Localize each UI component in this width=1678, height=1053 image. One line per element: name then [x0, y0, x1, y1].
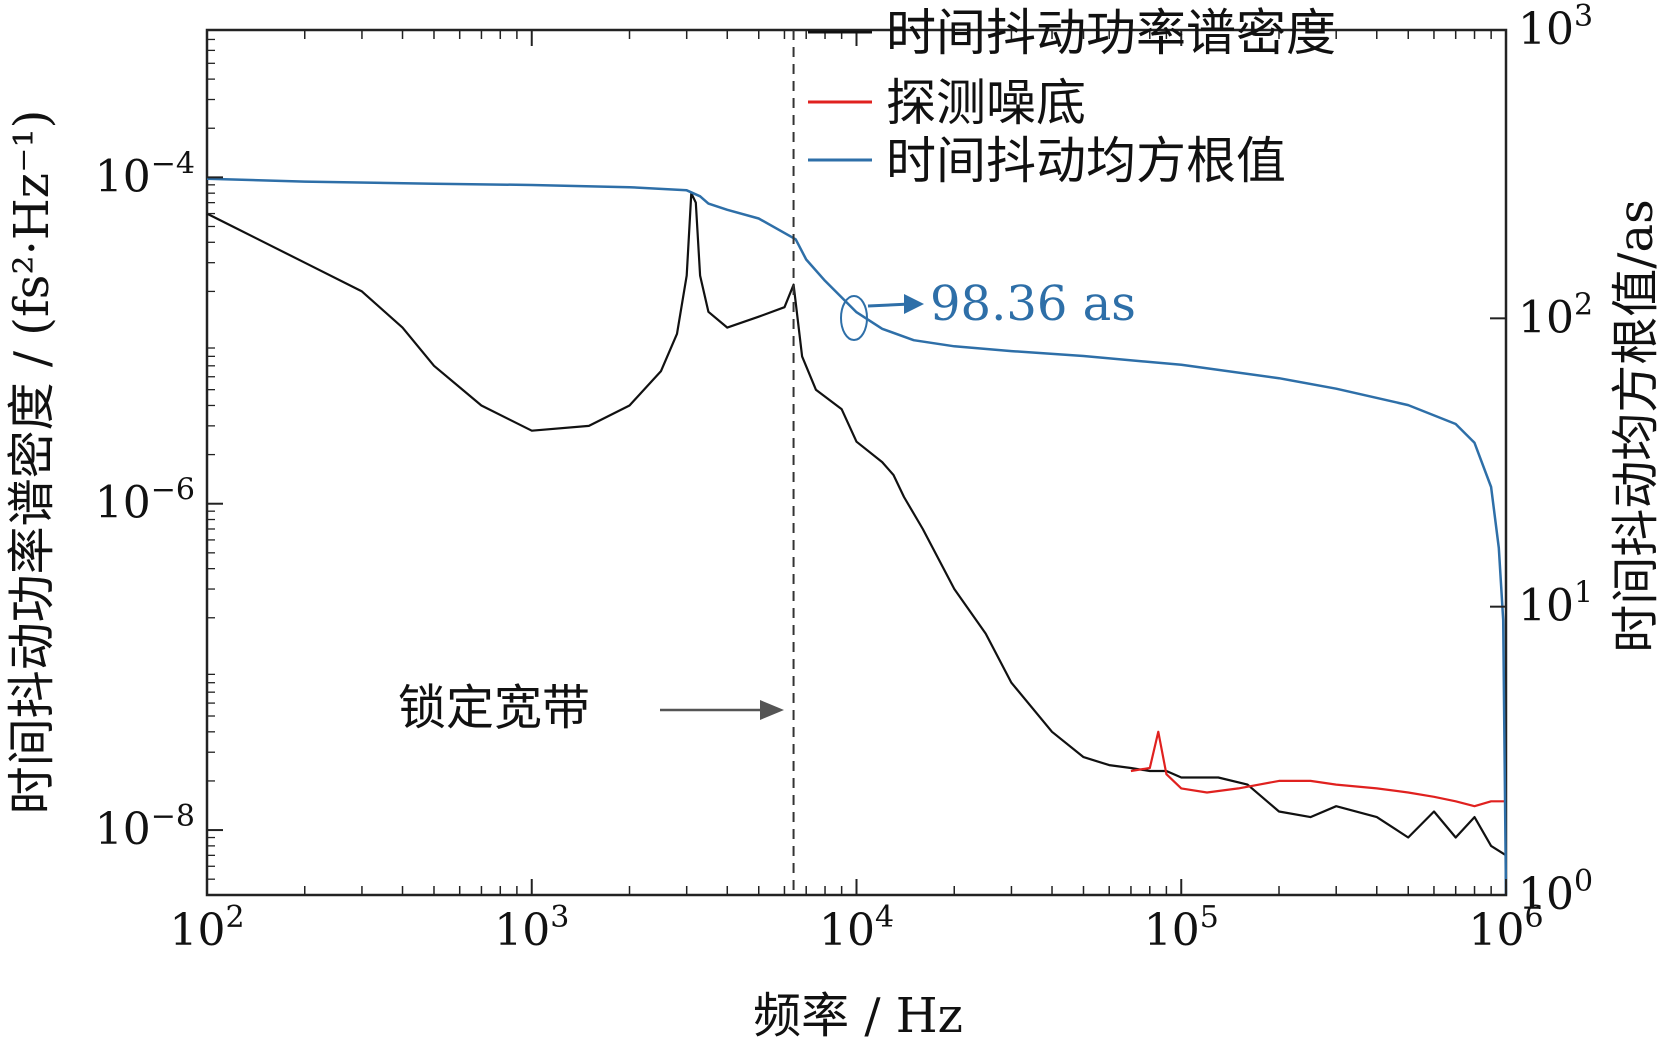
series-line-0 [206, 192, 1507, 857]
y-axis-right-title: 时间抖动均方根值/as [1608, 199, 1664, 652]
y-left-tick-label: 10−6 [95, 473, 195, 529]
rms-callout-arrowhead [904, 294, 924, 314]
x-tick-label: 106 [1468, 900, 1543, 956]
y-right-tick-label: 103 [1518, 0, 1593, 55]
legend-label-noise-floor: 探测噪底 [886, 74, 1086, 132]
y-right-tick-label: 101 [1518, 576, 1593, 632]
x-tick-label: 105 [1144, 900, 1219, 956]
y-right-tick-label: 100 [1518, 864, 1593, 920]
lock-bandwidth-annotation: 锁定宽带 [398, 680, 784, 736]
legend: 时间抖动功率谱密度 探测噪底 时间抖动均方根值 [808, 4, 1336, 190]
y-left-tick-label: 10−4 [95, 146, 195, 202]
legend-label-psd: 时间抖动功率谱密度 [886, 4, 1336, 62]
series-layer [206, 177, 1508, 896]
x-tick-label: 104 [819, 900, 894, 956]
x-tick-label: 103 [494, 900, 569, 956]
series-line-1 [1130, 730, 1506, 808]
series-line-2 [206, 177, 1508, 896]
lock-bandwidth-arrowhead [760, 700, 784, 720]
axis-ticks: 102 103 104 105 106 10−4 10−6 10−8 103 102 101 100 [95, 0, 1593, 956]
lock-bandwidth-label: 锁定宽带 [398, 680, 590, 736]
rms-value-label: 98.36 as [930, 276, 1136, 332]
y-axis-left-title: 时间抖动功率谱密度 / (fs²·Hz⁻¹) [4, 110, 60, 815]
y-left-tick-label: 10−8 [95, 799, 195, 855]
x-tick-label: 102 [169, 900, 244, 956]
y-right-tick-label: 102 [1518, 287, 1593, 343]
legend-label-rms: 时间抖动均方根值 [886, 132, 1286, 190]
rms-callout-arrow [867, 302, 911, 308]
rms-callout-ellipse [840, 295, 868, 341]
rms-annotation: 98.36 as [840, 276, 1136, 341]
x-axis-title: 频率 / Hz [753, 988, 963, 1044]
